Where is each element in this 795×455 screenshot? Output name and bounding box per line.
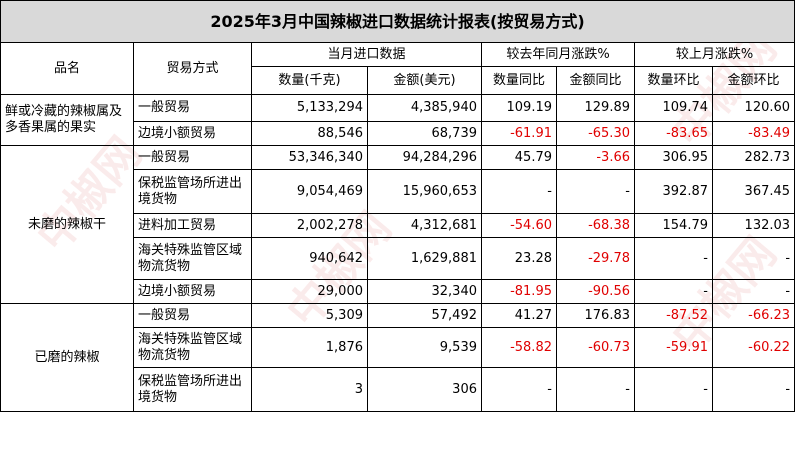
header-qty-mom: 数量环比 — [634, 66, 713, 95]
qty-mom-cell: 154.79 — [634, 213, 713, 238]
table-row: 已磨的辣椒 一般贸易 5,309 57,492 41.27 176.83 -87.52 -66… — [0, 303, 795, 412]
amount-cell: 1,629,881 — [367, 237, 482, 280]
amt-yoy-cell: -68.38 — [556, 213, 635, 238]
amt-yoy-cell: - — [556, 367, 635, 412]
amount-cell: 15,960,653 — [367, 169, 482, 214]
amount-cell: 9,539 — [367, 327, 482, 368]
trade-mode-cell: 一般贸易 — [133, 145, 252, 170]
qty-mom-cell: -83.65 — [634, 121, 713, 146]
qty-yoy-cell: 45.79 — [481, 145, 557, 170]
header-qty: 数量(千克) — [251, 66, 368, 95]
trade-mode-cell: 一般贸易 — [133, 94, 252, 122]
qty-yoy-cell: - — [481, 367, 557, 412]
table-row: 边境小额贸易 88,546 68,739 -61.91 -65.30 -83.65 -83.… — [1, 121, 795, 146]
product-name: 未磨的辣椒干 — [0, 145, 134, 304]
product-name: 鲜或冷藏的辣椒属及多香果属的果实 — [0, 94, 134, 146]
qty-mom-cell: - — [634, 279, 713, 304]
trade-mode-cell: 边境小额贸易 — [133, 279, 252, 304]
amount-cell: 4,385,940 — [367, 94, 482, 122]
amt-mom-cell: -66.23 — [711, 303, 795, 328]
quantity-cell: 29,000 — [251, 279, 368, 304]
quantity-cell: 5,309 — [251, 303, 368, 328]
report-title: 2025年3月中国辣椒进口数据统计报表(按贸易方式) — [0, 0, 795, 43]
table-row: 进料加工贸易 2,002,278 4,312,681 -54.60 -68.38 154.… — [1, 213, 795, 238]
quantity-cell: 5,133,294 — [251, 94, 368, 122]
trade-mode-cell: 一般贸易 — [133, 303, 252, 328]
qty-yoy-cell: -54.60 — [481, 213, 557, 238]
amt-yoy-cell: -65.30 — [556, 121, 635, 146]
quantity-cell: 3 — [251, 367, 368, 412]
amt-mom-cell: - — [711, 237, 795, 280]
table-row: 海关特殊监管区域物流货物 1,876 9,539 -58.82 -60.73 -59.91… — [1, 327, 795, 368]
qty-yoy-cell: 109.19 — [481, 94, 557, 122]
qty-mom-cell: - — [634, 367, 713, 412]
quantity-cell: 940,642 — [251, 237, 368, 280]
amt-mom-cell: -60.22 — [711, 327, 795, 368]
header-amt-yoy: 金额同比 — [556, 66, 635, 95]
import-statistics-table: 2025年3月中国辣椒进口数据统计报表(按贸易方式) 品名 贸易方式 当月进口数… — [0, 0, 795, 412]
trade-mode-cell: 进料加工贸易 — [133, 213, 252, 238]
qty-yoy-cell: -61.91 — [481, 121, 557, 146]
amt-yoy-cell: -29.78 — [556, 237, 635, 280]
qty-mom-cell: -59.91 — [634, 327, 713, 368]
qty-mom-cell: 306.95 — [634, 145, 713, 170]
qty-yoy-cell: 41.27 — [481, 303, 557, 328]
trade-mode-cell: 保税监管场所进出境货物 — [133, 367, 252, 412]
amount-cell: 306 — [367, 367, 482, 412]
header-amt-mom: 金额环比 — [711, 66, 795, 95]
amount-cell: 94,284,296 — [367, 145, 482, 170]
trade-mode-cell: 边境小额贸易 — [133, 121, 252, 146]
amt-mom-cell: 367.45 — [711, 169, 795, 214]
qty-mom-cell: 109.74 — [634, 94, 713, 122]
qty-yoy-cell: - — [481, 169, 557, 214]
table-row: 海关特殊监管区域物流货物 940,642 1,629,881 23.28 -29.78-… — [1, 237, 795, 280]
table-row: 鲜或冷藏的辣椒属及多香果属的果实 一般贸易 5,133,294 4,385,940 10… — [0, 94, 795, 146]
qty-yoy-cell: -81.95 — [481, 279, 557, 304]
header-mom: 较上月涨跌% — [633, 42, 795, 67]
quantity-cell: 2,002,278 — [251, 213, 368, 238]
amt-yoy-cell: - — [556, 169, 635, 214]
qty-mom-cell: -87.52 — [634, 303, 713, 328]
header-trade-mode: 贸易方式 — [133, 42, 252, 95]
header-qty-yoy: 数量同比 — [481, 66, 557, 95]
quantity-cell: 1,876 — [251, 327, 368, 368]
amt-yoy-cell: -90.56 — [556, 279, 635, 304]
qty-mom-cell: - — [634, 237, 713, 280]
amt-mom-cell: -83.49 — [711, 121, 795, 146]
quantity-cell: 9,054,469 — [251, 169, 368, 214]
quantity-cell: 88,546 — [251, 121, 368, 146]
amt-mom-cell: 282.73 — [711, 145, 795, 170]
amt-mom-cell: - — [711, 279, 795, 304]
quantity-cell: 53,346,340 — [251, 145, 368, 170]
header-product: 品名 — [0, 42, 134, 95]
header-month-import: 当月进口数据 — [251, 42, 482, 67]
amount-cell: 68,739 — [367, 121, 482, 146]
header-yoy: 较去年同月涨跌% — [481, 42, 635, 67]
qty-yoy-cell: -58.82 — [481, 327, 557, 368]
table-row: 边境小额贸易 29,000 32,340 -81.95 -90.56- - — [1, 279, 795, 304]
amt-mom-cell: 132.03 — [711, 213, 795, 238]
amt-yoy-cell: 129.89 — [556, 94, 635, 122]
amt-yoy-cell: -3.66 — [556, 145, 635, 170]
qty-yoy-cell: 23.28 — [481, 237, 557, 280]
table-row: 未磨的辣椒干 一般贸易 53,346,340 94,284,296 45.79 -3.66… — [0, 145, 795, 304]
amount-cell: 57,492 — [367, 303, 482, 328]
product-name: 已磨的辣椒 — [0, 303, 134, 412]
amt-mom-cell: - — [711, 367, 795, 412]
table-row: 保税监管场所进出境货物 3 306- - - - — [1, 367, 795, 412]
qty-mom-cell: 392.87 — [634, 169, 713, 214]
amt-yoy-cell: -60.73 — [556, 327, 635, 368]
amt-mom-cell: 120.60 — [711, 94, 795, 122]
amt-yoy-cell: 176.83 — [556, 303, 635, 328]
trade-mode-cell: 海关特殊监管区域物流货物 — [133, 237, 252, 280]
trade-mode-cell: 海关特殊监管区域物流货物 — [133, 327, 252, 368]
amount-cell: 4,312,681 — [367, 213, 482, 238]
trade-mode-cell: 保税监管场所进出境货物 — [133, 169, 252, 214]
amount-cell: 32,340 — [367, 279, 482, 304]
header-amount: 金额(美元) — [367, 66, 482, 95]
